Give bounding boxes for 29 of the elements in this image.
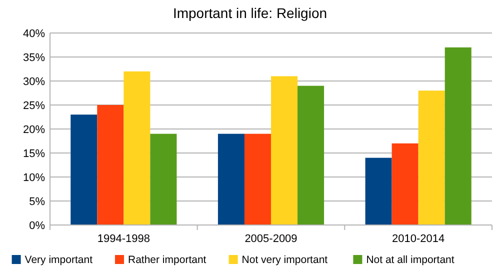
chart-title: Important in life: Religion [172, 5, 328, 21]
bar [298, 86, 324, 225]
y-tick-label: 40% [22, 28, 46, 40]
x-tick-label: 2010-2014 [392, 233, 445, 245]
legend-label: Rather important [128, 254, 206, 266]
bar [365, 158, 392, 225]
y-tick-label: 30% [22, 76, 46, 88]
legend-label: Very important [24, 254, 93, 266]
bar [392, 143, 418, 225]
legend-label: Not at all important [366, 254, 454, 266]
y-tick-label: 35% [22, 52, 46, 64]
legend-label: Not very important [242, 254, 328, 266]
y-tick-label: 5% [29, 196, 46, 208]
bar [244, 134, 271, 225]
y-tick-label: 25% [22, 100, 46, 112]
y-tick-label: 0% [29, 220, 46, 232]
x-tick-label: 2005-2009 [244, 233, 298, 245]
y-tick-label: 20% [22, 124, 46, 136]
bar [444, 47, 472, 225]
bar [271, 76, 298, 225]
x-tick-label: 1994-1998 [97, 233, 150, 245]
bar [150, 134, 177, 225]
bar [70, 114, 98, 225]
y-tick-label: 15% [22, 148, 46, 160]
bar [418, 90, 445, 225]
bar [218, 134, 244, 225]
bar [97, 105, 124, 225]
bar [124, 71, 150, 225]
y-tick-label: 10% [22, 172, 46, 184]
